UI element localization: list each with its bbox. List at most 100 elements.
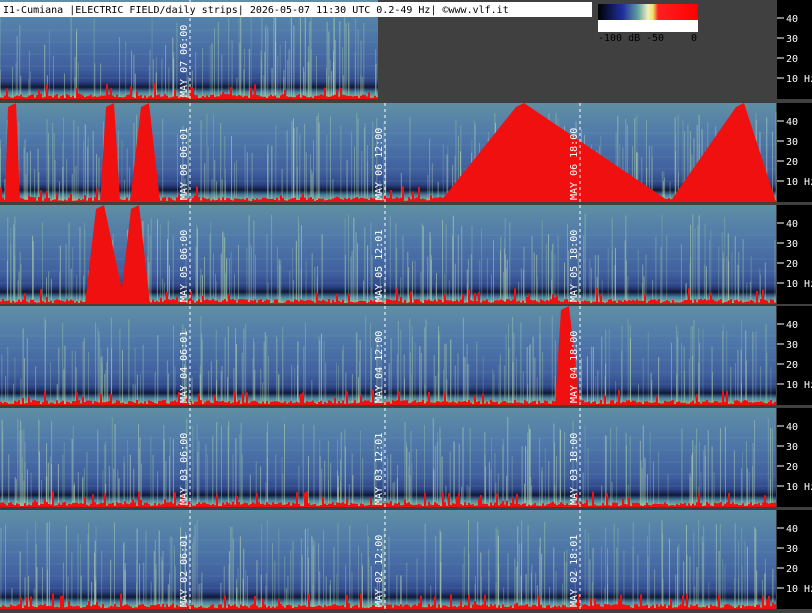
red-fringe bbox=[234, 504, 236, 507]
red-fringe bbox=[362, 94, 364, 99]
red-fringe bbox=[568, 505, 570, 507]
red-fringe bbox=[118, 97, 120, 99]
red-fringe bbox=[348, 293, 350, 304]
red-fringe bbox=[640, 594, 642, 609]
red-fringe bbox=[338, 605, 340, 609]
red-fringe bbox=[76, 200, 78, 202]
red-fringe bbox=[332, 502, 334, 507]
red-fringe bbox=[432, 402, 434, 405]
red-fringe bbox=[160, 400, 162, 405]
red-fringe bbox=[94, 502, 96, 507]
red-fringe bbox=[46, 400, 48, 405]
red-fringe bbox=[60, 596, 62, 609]
red-fringe bbox=[338, 197, 340, 202]
red-fringe bbox=[74, 200, 76, 202]
red-fringe bbox=[602, 606, 604, 609]
red-fringe bbox=[158, 302, 160, 304]
red-fringe bbox=[372, 389, 374, 405]
time-label: MAY 02 18:01 bbox=[569, 535, 580, 607]
red-fringe bbox=[82, 396, 84, 405]
red-fringe bbox=[476, 301, 478, 304]
red-fringe bbox=[544, 607, 546, 609]
red-fringe bbox=[442, 492, 444, 507]
red-fringe bbox=[2, 299, 4, 304]
red-fringe bbox=[166, 403, 168, 405]
red-fringe bbox=[304, 402, 306, 405]
red-fringe bbox=[728, 604, 730, 609]
red-fringe bbox=[102, 402, 104, 405]
red-fringe bbox=[438, 504, 440, 507]
red-fringe bbox=[376, 200, 378, 202]
freq-label: 10 Hz bbox=[786, 74, 812, 85]
red-fringe bbox=[282, 402, 284, 405]
red-fringe bbox=[514, 288, 516, 304]
red-fringe bbox=[406, 400, 408, 405]
red-fringe bbox=[346, 498, 348, 507]
red-fringe bbox=[304, 300, 306, 304]
red-fringe bbox=[710, 402, 712, 405]
red-fringe bbox=[90, 400, 92, 405]
red-fringe bbox=[492, 605, 494, 609]
red-fringe bbox=[494, 604, 496, 609]
red-fringe bbox=[338, 96, 340, 99]
red-fringe bbox=[212, 503, 214, 507]
red-fringe bbox=[32, 197, 34, 202]
red-fringe bbox=[732, 403, 734, 405]
red-fringe bbox=[128, 200, 130, 202]
red-fringe bbox=[686, 299, 688, 304]
red-fringe bbox=[376, 302, 378, 304]
red-fringe bbox=[228, 503, 230, 507]
red-fringe bbox=[306, 97, 308, 99]
red-fringe bbox=[528, 606, 530, 609]
red-fringe bbox=[276, 606, 278, 609]
red-fringe bbox=[622, 301, 624, 304]
red-fringe bbox=[488, 302, 490, 304]
red-fringe bbox=[310, 96, 312, 99]
red-fringe bbox=[434, 402, 436, 405]
red-fringe bbox=[358, 198, 360, 202]
red-fringe bbox=[154, 503, 156, 507]
red-fringe bbox=[410, 504, 412, 507]
red-fringe bbox=[476, 604, 478, 609]
red-fringe bbox=[450, 300, 452, 304]
red-fringe bbox=[192, 198, 194, 202]
red-fringe bbox=[694, 403, 696, 405]
red-fringe bbox=[40, 503, 42, 507]
red-fringe bbox=[216, 96, 218, 99]
red-fringe bbox=[88, 95, 90, 99]
red-fringe bbox=[72, 300, 74, 304]
red-fringe bbox=[110, 605, 112, 609]
red-fringe bbox=[198, 393, 200, 405]
red-fringe bbox=[638, 503, 640, 507]
red-fringe bbox=[106, 83, 108, 99]
red-fringe bbox=[344, 607, 346, 609]
red-fringe bbox=[336, 89, 338, 99]
red-fringe bbox=[144, 502, 146, 507]
red-fringe bbox=[352, 606, 354, 609]
red-fringe bbox=[322, 299, 324, 304]
red-fringe bbox=[244, 605, 246, 609]
red-fringe bbox=[356, 604, 358, 609]
red-fringe bbox=[196, 607, 198, 609]
red-fringe bbox=[38, 196, 40, 202]
red-fringe bbox=[554, 297, 556, 304]
red-fringe bbox=[706, 400, 708, 405]
red-fringe bbox=[594, 504, 596, 507]
red-fringe bbox=[524, 400, 526, 405]
red-fringe bbox=[522, 300, 524, 304]
red-fringe bbox=[408, 502, 410, 507]
red-fringe bbox=[644, 401, 646, 405]
red-fringe bbox=[412, 504, 414, 507]
red-fringe bbox=[474, 600, 476, 609]
red-fringe bbox=[486, 504, 488, 507]
red-fringe bbox=[572, 300, 574, 304]
red-fringe bbox=[34, 302, 36, 304]
red-fringe bbox=[494, 502, 496, 507]
red-fringe bbox=[240, 403, 242, 405]
red-fringe bbox=[86, 604, 88, 609]
red-fringe bbox=[360, 300, 362, 304]
red-fringe bbox=[222, 400, 224, 405]
red-fringe bbox=[226, 94, 228, 99]
red-fringe bbox=[298, 199, 300, 202]
red-fringe bbox=[386, 402, 388, 405]
